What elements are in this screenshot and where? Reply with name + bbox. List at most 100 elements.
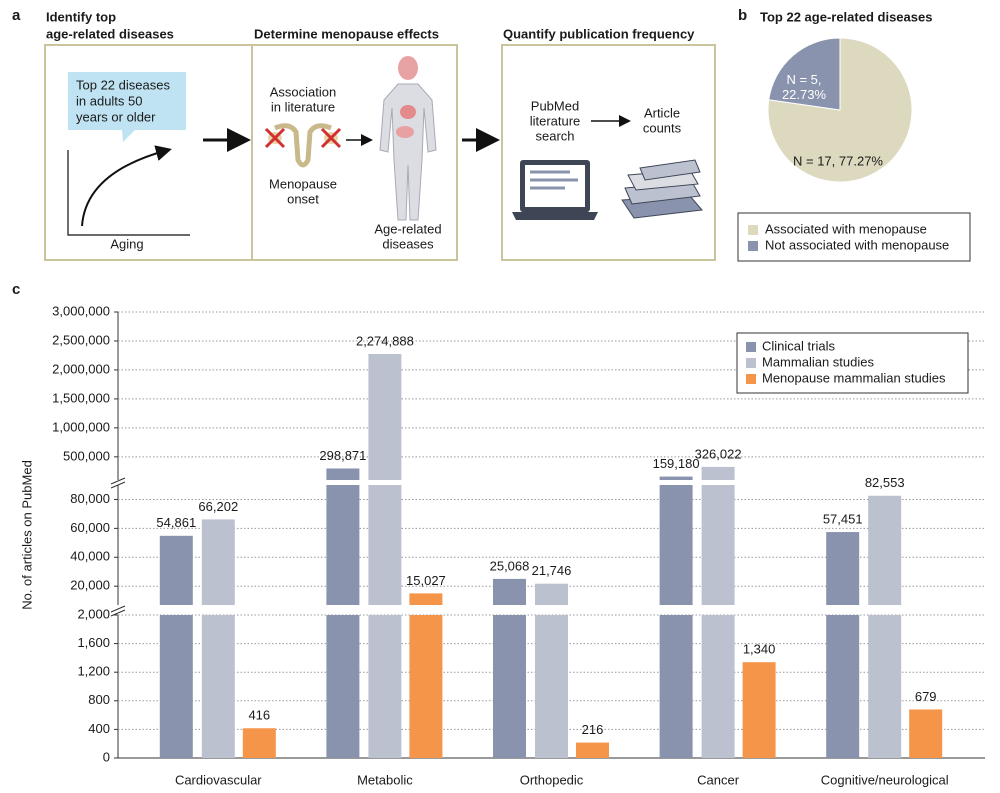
y-tick-label: 2,000 [77,606,110,621]
bar [868,615,902,758]
value-label: 82,553 [865,475,905,490]
uterus-icon [264,123,342,168]
bar [701,466,735,480]
value-label: 25,068 [490,558,530,573]
value-label: 679 [915,689,937,704]
value-label: 2,274,888 [356,333,414,348]
label: diseases [382,236,434,251]
bar [159,535,193,605]
x-tick-label: Metabolic [357,772,413,787]
box [501,44,716,261]
bubble-text: in adults 50 [76,93,143,108]
value-label: 57,451 [823,511,863,526]
legend-label: Not associated with menopause [765,237,949,252]
bar [326,468,360,480]
bar [701,485,735,605]
bar [701,615,735,758]
y-tick-label: 1,500,000 [52,390,110,405]
label: search [535,128,574,143]
x-tick-label: Cognitive/neurological [821,772,949,787]
label: Age-related [374,221,441,236]
y-tick-label: 60,000 [70,520,110,535]
y-tick-label: 3,000,000 [52,303,110,318]
box-title: age-related diseases [46,26,174,41]
value-label: 21,746 [532,563,572,578]
y-tick-label: 20,000 [70,578,110,593]
bar [909,709,943,758]
label: literature [530,113,581,128]
bar [326,485,360,605]
value-label: 159,180 [653,456,700,471]
slice-label: N = 5, 22.73% [781,72,827,102]
bar [493,615,526,758]
axis-break [110,477,126,489]
box-title: Identify top [46,9,116,24]
speech-bubble [68,72,186,142]
y-tick-label: 800 [88,692,110,707]
value-label: 416 [248,708,270,723]
legend-box [736,332,969,394]
y-tick-label: 2,000,000 [52,361,110,376]
value-label: 298,871 [319,448,366,463]
legend-swatch [748,241,758,251]
y-tick-label: 500,000 [63,448,110,463]
chart-title: Top 22 age-related diseases [760,9,932,24]
bar [493,578,526,605]
bar [368,485,402,605]
legend-label: Associated with menopause [765,221,927,236]
bar [535,615,568,758]
bar [826,532,860,605]
y-tick-label: 400 [88,721,110,736]
curve [81,145,172,227]
label: Menopause [269,176,337,191]
legend-swatch [746,374,756,384]
bar [368,615,402,758]
bar [659,615,693,758]
y-axis-label: No. of articles on PubMed [19,460,34,610]
panel-label: b [738,7,747,24]
x-tick-label: Orthopedic [520,772,584,787]
axis-break [110,605,126,617]
bar [326,615,360,758]
box-title: Quantify publication frequency [503,26,695,41]
value-label: 15,027 [406,573,446,588]
axis-label: Aging [110,236,143,251]
legend-label: Clinical trials [762,338,835,353]
axes [67,150,190,236]
bar [576,742,609,758]
bar [826,615,860,758]
bubble-text: years or older [76,109,156,124]
bar [242,728,276,758]
value-label: 1,340 [743,642,776,657]
label: onset [287,191,319,206]
laptop-icon [512,160,598,220]
legend-swatch [746,358,756,368]
label: PubMed [531,98,579,113]
legend-label: Menopause mammalian studies [762,370,946,385]
panel-label: c [12,281,20,298]
value-label: 216 [582,722,604,737]
x-tick-label: Cancer [697,772,740,787]
panel-a: a Identify top age-related diseases Top … [12,7,716,261]
y-tick-label: 80,000 [70,491,110,506]
box [251,44,458,261]
y-tick-label: 2,500,000 [52,332,110,347]
y-tick-label: 1,000,000 [52,419,110,434]
legend-swatch [748,225,758,235]
y-tick-label: 1,200 [77,664,110,679]
y-tick-label: 40,000 [70,549,110,564]
bar [201,519,235,605]
y-tick-label: 0 [103,749,110,764]
bar [659,476,693,480]
panel-c: c 0 400 800 1,200 1,600 2,000 20,000 40,000 60,00… [12,281,985,787]
label: Association [270,84,336,99]
books-icon [621,159,703,219]
label: in literature [271,99,335,114]
bar [535,583,568,605]
value-label: 326,022 [695,446,742,461]
bar [868,495,902,605]
label: counts [643,120,682,135]
bar [201,615,235,758]
bar [368,354,402,480]
label: Article [644,105,680,120]
